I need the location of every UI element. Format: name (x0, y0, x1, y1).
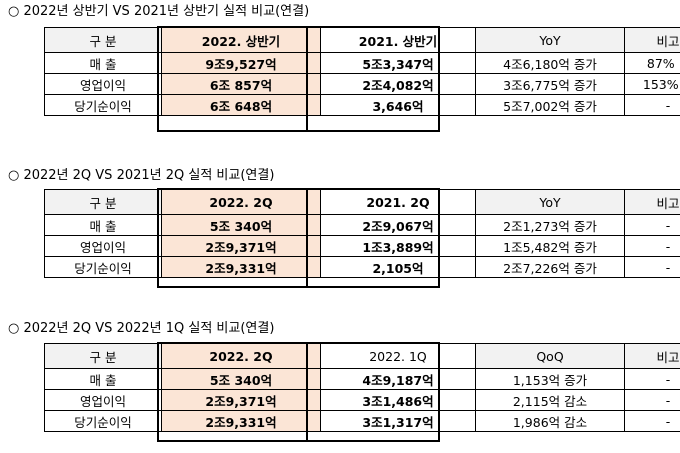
section-1-title: ○ 2022년 상반기 VS 2021년 상반기 실적 비교(연결) (8, 4, 310, 19)
current-value: 9조9,527억 (161, 52, 321, 74)
change-value: 5조7,002억 증가 (475, 94, 625, 116)
comparison-table-2q-qoq: 구 분 2022. 2Q 2022. 1Q QoQ 비고 매 출 5조 340억… (44, 343, 680, 432)
previous-value: 1조3,889억 (320, 235, 476, 257)
header-change: YoY (475, 27, 625, 53)
row-label: 영업이익 (44, 235, 162, 257)
table-row: 당기순이익 6조 648억 3,646억 5조7,002억 증가 - (44, 94, 680, 116)
header-row: 구 분 2022. 상반기 2021. 상반기 YoY 비고 (44, 27, 680, 53)
table-row: 당기순이익 2조9,331억 2,105억 2조7,226억 증가 - (44, 256, 680, 278)
header-current-period: 2022. 2Q (161, 343, 321, 369)
change-value: 1,153억 증가 (475, 368, 625, 390)
section-3-title: ○ 2022년 2Q VS 2022년 1Q 실적 비교(연결) (8, 321, 275, 336)
current-value: 5조 340억 (161, 214, 321, 236)
header-change: QoQ (475, 343, 625, 369)
change-value: 1조5,482억 증가 (475, 235, 625, 257)
row-label: 당기순이익 (44, 256, 162, 278)
table-row: 매 출 5조 340억 2조9,067억 2조1,273억 증가 - (44, 214, 680, 236)
previous-value: 3,646억 (320, 94, 476, 116)
previous-value: 3조1,317억 (320, 410, 476, 432)
header-note: 비고 (624, 189, 680, 215)
current-value: 5조 340억 (161, 368, 321, 390)
note-value: - (624, 94, 680, 116)
current-value: 2조9,331억 (161, 256, 321, 278)
note-value: - (624, 256, 680, 278)
row-label: 매 출 (44, 52, 162, 74)
row-label: 영업이익 (44, 73, 162, 95)
comparison-table-2q-yoy: 구 분 2022. 2Q 2021. 2Q YoY 비고 매 출 5조 340억… (44, 189, 680, 278)
header-note: 비고 (624, 343, 680, 369)
previous-value: 4조9,187억 (320, 368, 476, 390)
header-note: 비고 (624, 27, 680, 53)
current-value: 2조9,331억 (161, 410, 321, 432)
previous-value: 3조1,486억 (320, 389, 476, 411)
row-label: 매 출 (44, 214, 162, 236)
header-row: 구 분 2022. 2Q 2022. 1Q QoQ 비고 (44, 343, 680, 369)
previous-value: 2조4,082억 (320, 73, 476, 95)
header-previous-period: 2021. 2Q (320, 189, 476, 215)
note-value: - (624, 214, 680, 236)
current-value: 6조 857억 (161, 73, 321, 95)
header-current-period: 2022. 상반기 (161, 27, 321, 53)
row-label: 당기순이익 (44, 410, 162, 432)
header-previous-period: 2021. 상반기 (320, 27, 476, 53)
current-value: 2조9,371억 (161, 235, 321, 257)
header-category: 구 분 (44, 27, 162, 53)
current-value: 6조 648억 (161, 94, 321, 116)
table-row: 당기순이익 2조9,331억 3조1,317억 1,986억 감소 - (44, 410, 680, 432)
section-2-title: ○ 2022년 2Q VS 2021년 2Q 실적 비교(연결) (8, 168, 275, 183)
change-value: 3조6,775억 증가 (475, 73, 625, 95)
change-value: 2,115억 감소 (475, 389, 625, 411)
row-label: 영업이익 (44, 389, 162, 411)
comparison-table-h1: 구 분 2022. 상반기 2021. 상반기 YoY 비고 매 출 9조9,5… (44, 27, 680, 116)
header-current-period: 2022. 2Q (161, 189, 321, 215)
table-row: 영업이익 2조9,371억 1조3,889억 1조5,482억 증가 - (44, 235, 680, 257)
note-value: - (624, 368, 680, 390)
change-value: 2조7,226억 증가 (475, 256, 625, 278)
table-row: 매 출 5조 340억 4조9,187억 1,153억 증가 - (44, 368, 680, 390)
header-row: 구 분 2022. 2Q 2021. 2Q YoY 비고 (44, 189, 680, 215)
note-value: 153% ↑ (624, 73, 680, 95)
header-category: 구 분 (44, 343, 162, 369)
current-value: 2조9,371억 (161, 389, 321, 411)
note-value: - (624, 235, 680, 257)
header-category: 구 분 (44, 189, 162, 215)
table-row: 영업이익 6조 857억 2조4,082억 3조6,775억 증가 153% ↑ (44, 73, 680, 95)
change-value: 2조1,273억 증가 (475, 214, 625, 236)
change-value: 4조6,180억 증가 (475, 52, 625, 74)
table-row: 매 출 9조9,527억 5조3,347억 4조6,180억 증가 87% ↑ (44, 52, 680, 74)
row-label: 매 출 (44, 368, 162, 390)
header-previous-period: 2022. 1Q (320, 343, 476, 369)
previous-value: 2조9,067억 (320, 214, 476, 236)
previous-value: 5조3,347억 (320, 52, 476, 74)
note-value: - (624, 389, 680, 411)
note-value: - (624, 410, 680, 432)
note-value: 87% ↑ (624, 52, 680, 74)
table-row: 영업이익 2조9,371억 3조1,486억 2,115억 감소 - (44, 389, 680, 411)
change-value: 1,986억 감소 (475, 410, 625, 432)
header-change: YoY (475, 189, 625, 215)
row-label: 당기순이익 (44, 94, 162, 116)
previous-value: 2,105억 (320, 256, 476, 278)
